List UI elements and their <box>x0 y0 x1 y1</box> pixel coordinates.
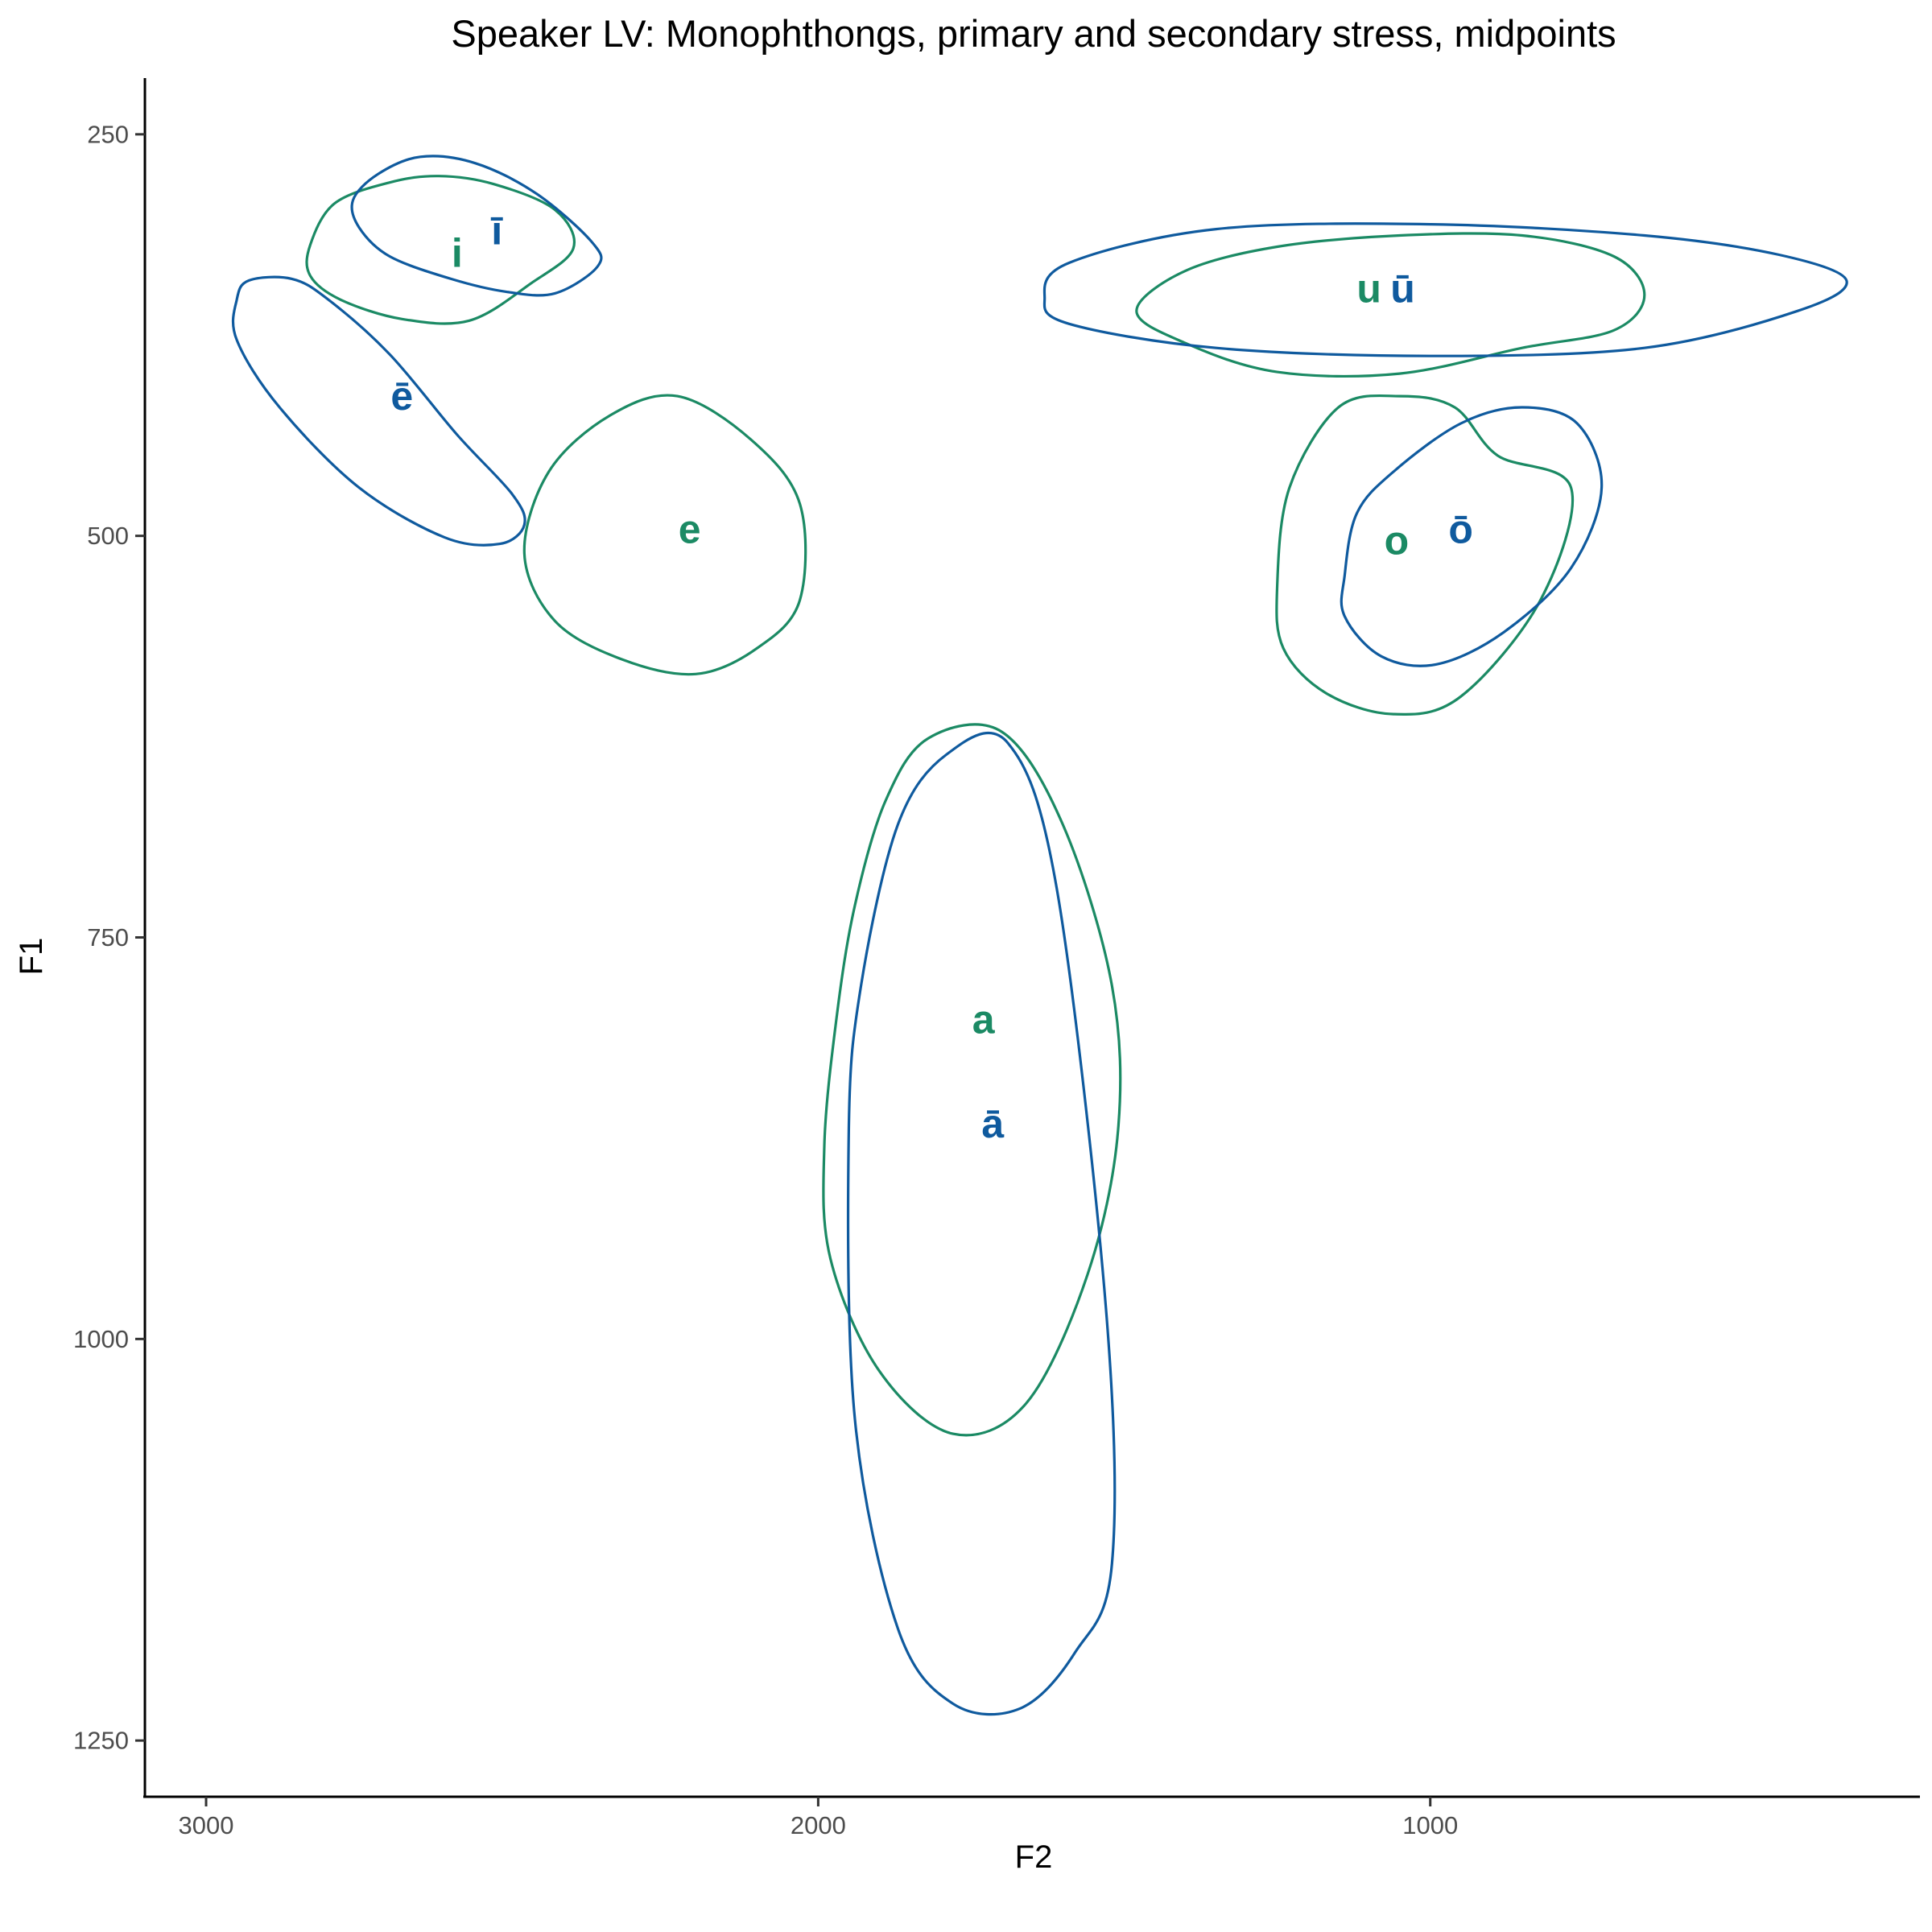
ellipse-long-9 <box>1340 406 1604 667</box>
vowel-label-long-2: ē <box>390 374 413 419</box>
plot-area: i ī ē e a ā u ū o ō <box>231 155 1848 1716</box>
vowel-label-short-6: u <box>1356 266 1381 311</box>
ellipse-short-4 <box>822 723 1122 1437</box>
vowel-label-long-9: ō <box>1448 507 1473 552</box>
y-tick-label: 250 <box>87 120 129 148</box>
vowel-label-short-4: a <box>972 997 996 1042</box>
x-axis-title: F2 <box>1015 1839 1053 1875</box>
ellipse-long-7 <box>1042 222 1848 357</box>
ellipse-long-1 <box>350 155 603 297</box>
ellipse-long-5 <box>846 732 1117 1716</box>
ellipse-short-3 <box>522 394 807 676</box>
y-tick-label: 1250 <box>73 1727 129 1755</box>
x-tick-label: 2000 <box>791 1811 846 1839</box>
y-axis-ticks: 250 500 750 1000 1250 <box>73 120 145 1755</box>
vowel-label-long-7: ū <box>1390 266 1415 311</box>
vowel-label-short-3: e <box>679 507 701 552</box>
chart-title: Speaker LV: Monophthongs, primary and se… <box>451 12 1616 55</box>
vowel-label-short-0: i <box>452 231 463 276</box>
ellipse-short-8 <box>1275 394 1575 716</box>
vowel-label-long-1: ī <box>490 208 503 254</box>
ellipse-short-6 <box>1135 232 1646 378</box>
ellipse-short-0 <box>305 175 576 325</box>
y-axis-title: F1 <box>14 938 49 976</box>
ellipse-long-2 <box>231 275 526 547</box>
vowel-label-long-5: ā <box>981 1101 1005 1146</box>
y-tick-label: 1000 <box>73 1325 129 1353</box>
y-tick-label: 500 <box>87 522 129 550</box>
x-axis-ticks: 3000 2000 1000 <box>179 1797 1458 1839</box>
y-tick-label: 750 <box>87 923 129 952</box>
vowel-label-short-8: o <box>1385 518 1410 564</box>
x-tick-label: 3000 <box>179 1811 234 1839</box>
x-tick-label: 1000 <box>1402 1811 1458 1839</box>
